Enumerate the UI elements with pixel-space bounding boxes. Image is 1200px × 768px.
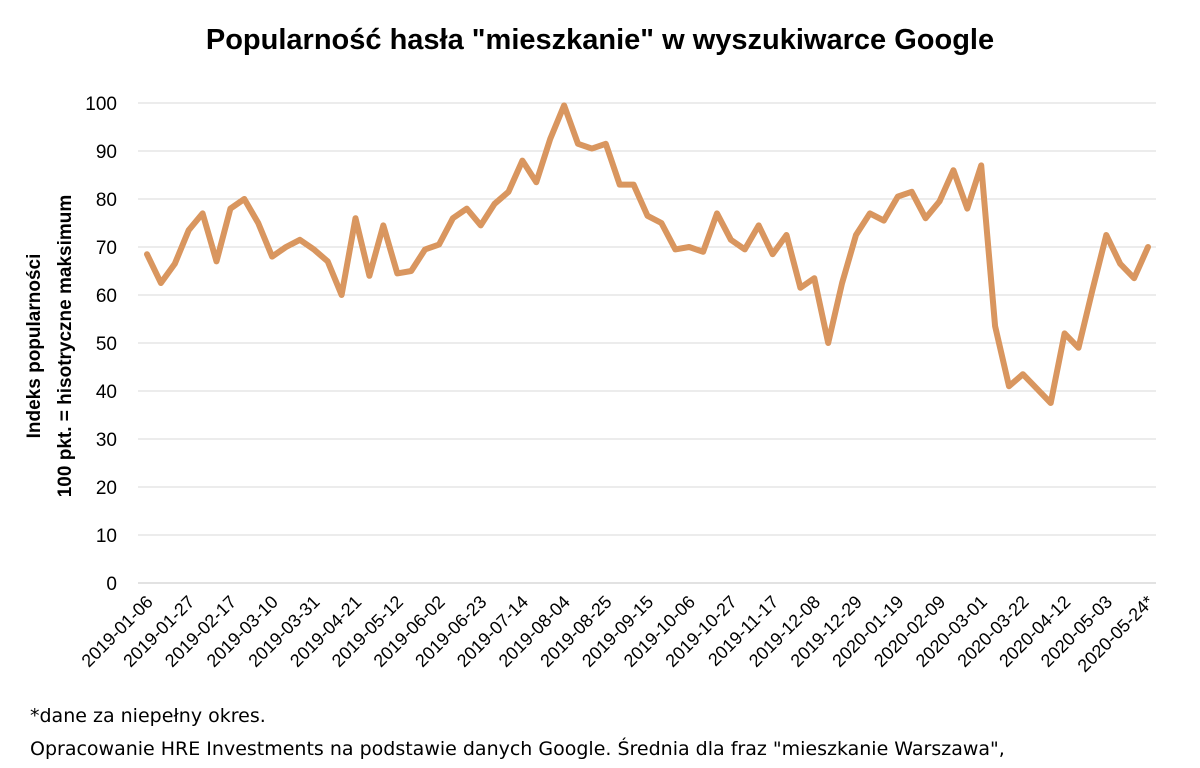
chart-title: Popularność hasła "mieszkanie" w wyszuki… (205, 24, 995, 56)
y-tick-label: 0 (106, 574, 117, 595)
y-tick-label: 30 (96, 430, 117, 451)
y-axis-label-group: Indeks popularności 100 pkt. = hisotrycz… (24, 195, 76, 498)
y-tick-label: 40 (96, 382, 117, 403)
series-line (144, 102, 1151, 406)
series (144, 102, 1151, 406)
y-tick-label: 100 (85, 94, 117, 115)
y-tick-labels: 0 10 20 30 40 50 60 70 80 90 100 (85, 94, 117, 595)
y-tick-label: 90 (96, 142, 117, 163)
y-axis-label-line-1: Indeks popularności (24, 254, 45, 439)
y-tick-label: 70 (96, 238, 117, 259)
gridlines (138, 102, 1156, 536)
y-tick-label: 80 (96, 190, 117, 211)
y-tick-label: 50 (96, 334, 117, 355)
y-tick-label: 20 (96, 478, 117, 499)
y-tick-label: 10 (96, 526, 117, 547)
y-tick-label: 60 (96, 286, 117, 307)
footnote-source: Opracowanie HRE Investments na podstawie… (30, 738, 1005, 760)
line-chart: 0 10 20 30 40 50 60 70 80 90 100 2019-01-062019-01… (24, 94, 1158, 676)
x-tick-labels: 2019-01-062019-01-272019-02-172019-03-10… (78, 592, 1158, 676)
footnote-incomplete-period: *dane za niepełny okres. (30, 705, 266, 727)
y-axis-label-line-2: 100 pkt. = hisotryczne maksimum (55, 195, 76, 498)
